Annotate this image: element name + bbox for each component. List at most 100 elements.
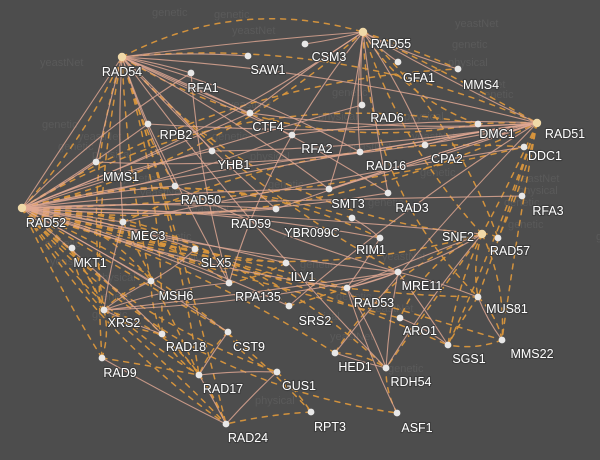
background-watermark: yeastNet — [455, 18, 498, 30]
graph-node-rfa3[interactable] — [518, 192, 526, 200]
graph-node-rad52[interactable] — [17, 203, 27, 213]
graph-node-slx5[interactable] — [191, 245, 199, 253]
graph-node-dmc1[interactable] — [474, 120, 482, 128]
graph-node-mus81[interactable] — [474, 293, 482, 301]
graph-node-mkt1[interactable] — [68, 244, 76, 252]
graph-node-rpb2[interactable] — [144, 120, 152, 128]
graph-node-rad53[interactable] — [343, 284, 351, 292]
edge-genetic — [21, 207, 479, 298]
background-watermark: genetic — [212, 131, 248, 143]
graph-node-rad17[interactable] — [195, 371, 203, 379]
physical-edge-layer — [21, 31, 538, 425]
node-label-smt3: SMT3 — [331, 197, 364, 211]
edge-genetic — [21, 207, 398, 414]
node-label-mkt1: MKT1 — [73, 256, 106, 270]
graph-node-csm3[interactable] — [301, 40, 309, 48]
node-label-rfa1: RFA1 — [187, 81, 218, 95]
edge-link — [121, 56, 361, 153]
edge-link — [385, 271, 399, 369]
graph-node-ctf4[interactable] — [246, 109, 254, 117]
graph-node-aro1[interactable] — [396, 314, 404, 322]
graph-node-rfa2[interactable] — [288, 131, 296, 139]
graph-node-rad51[interactable] — [532, 118, 542, 128]
node-label-cst9: CST9 — [233, 340, 265, 354]
graph-node-saw1[interactable] — [244, 52, 252, 60]
graph-node-mms1[interactable] — [92, 158, 100, 166]
graph-node-gfa1[interactable] — [394, 58, 402, 66]
graph-node-rad18[interactable] — [158, 330, 166, 338]
graph-node-smt3[interactable] — [325, 185, 333, 193]
edge-genetic — [121, 56, 399, 273]
node-label-rpb2: RPB2 — [160, 128, 193, 142]
graph-node-rim1[interactable] — [376, 234, 384, 242]
edge-genetic — [447, 339, 503, 348]
graph-node-sgs1[interactable] — [444, 341, 452, 349]
edge-genetic — [288, 287, 348, 307]
graph-node-rad3[interactable] — [384, 189, 392, 197]
edge-genetic — [21, 207, 312, 413]
edge-link — [21, 104, 363, 209]
graph-node-ybr099c[interactable] — [348, 214, 356, 222]
graph-node-rad59[interactable] — [272, 205, 280, 213]
graph-node-cst9[interactable] — [224, 328, 232, 336]
node-label-mms1: MMS1 — [103, 170, 139, 184]
edge-link — [328, 31, 364, 190]
node-layer[interactable] — [17, 27, 542, 428]
graph-node-rad55[interactable] — [358, 27, 368, 37]
edge-link — [121, 56, 389, 194]
graph-node-yhb1[interactable] — [208, 147, 216, 155]
graph-node-ilv1[interactable] — [282, 259, 290, 267]
edge-genetic — [334, 352, 387, 369]
graph-node-mec3[interactable] — [119, 218, 127, 226]
graph-node-rpt3[interactable] — [307, 408, 315, 416]
graph-node-mre11[interactable] — [394, 268, 402, 276]
graph-node-asf1[interactable] — [393, 409, 401, 417]
node-label-rad52: RAD52 — [26, 216, 66, 230]
graph-node-rad24[interactable] — [222, 420, 230, 428]
graph-node-srs2[interactable] — [285, 302, 293, 310]
graph-node-rad16[interactable] — [356, 148, 364, 156]
edge-genetic — [121, 56, 152, 282]
edge-link — [21, 207, 230, 284]
edge-genetic — [21, 207, 387, 369]
graph-node-cpa2[interactable] — [421, 141, 429, 149]
node-label-mre11: MRE11 — [402, 279, 443, 293]
background-watermark: physical — [255, 395, 295, 407]
node-label-rad51: RAD51 — [545, 127, 585, 141]
graph-node-rad54[interactable] — [117, 52, 127, 62]
edge-genetic — [161, 333, 200, 376]
graph-node-mms4[interactable] — [454, 65, 462, 73]
node-label-rim1: RIM1 — [356, 243, 386, 257]
graph-node-snf2[interactable] — [477, 229, 487, 239]
edge-link — [424, 122, 538, 146]
node-label-rad9: RAD9 — [103, 366, 136, 380]
graph-node-hed1[interactable] — [331, 349, 339, 357]
node-label-ybr099c: YBR099C — [284, 226, 340, 240]
edge-link — [362, 31, 389, 194]
graph-node-xrs2[interactable] — [100, 306, 108, 314]
edge-genetic — [362, 31, 479, 125]
graph-node-rfa1[interactable] — [187, 69, 195, 77]
edge-link — [150, 248, 196, 282]
edge-link — [21, 56, 123, 209]
graph-node-mms22[interactable] — [498, 336, 506, 344]
edge-genetic — [474, 233, 483, 298]
graph-node-rad6[interactable] — [358, 101, 366, 109]
edge-genetic — [121, 52, 538, 124]
graph-node-rpa135[interactable] — [225, 279, 233, 287]
node-label-rfa3: RFA3 — [532, 204, 563, 218]
edge-link — [121, 56, 538, 124]
background-watermark: yeastNet — [40, 57, 83, 69]
graph-node-gus1[interactable] — [273, 368, 281, 376]
graph-node-rad57[interactable] — [494, 234, 502, 242]
graph-node-rdh54[interactable] — [382, 364, 390, 372]
graph-node-msh6[interactable] — [147, 277, 155, 285]
edge-link — [121, 56, 330, 190]
node-label-rad16: RAD16 — [366, 159, 406, 173]
graph-node-rad9[interactable] — [98, 354, 106, 362]
node-label-layer: RAD54 RFA1 SAW1 CSM3 RAD55 GFA1 MMS4 RPB2 CTF4 RA… — [25, 36, 587, 446]
graph-node-ddc1[interactable] — [520, 143, 528, 151]
edge-link — [362, 31, 426, 146]
graph-node-rad50[interactable] — [171, 182, 179, 190]
